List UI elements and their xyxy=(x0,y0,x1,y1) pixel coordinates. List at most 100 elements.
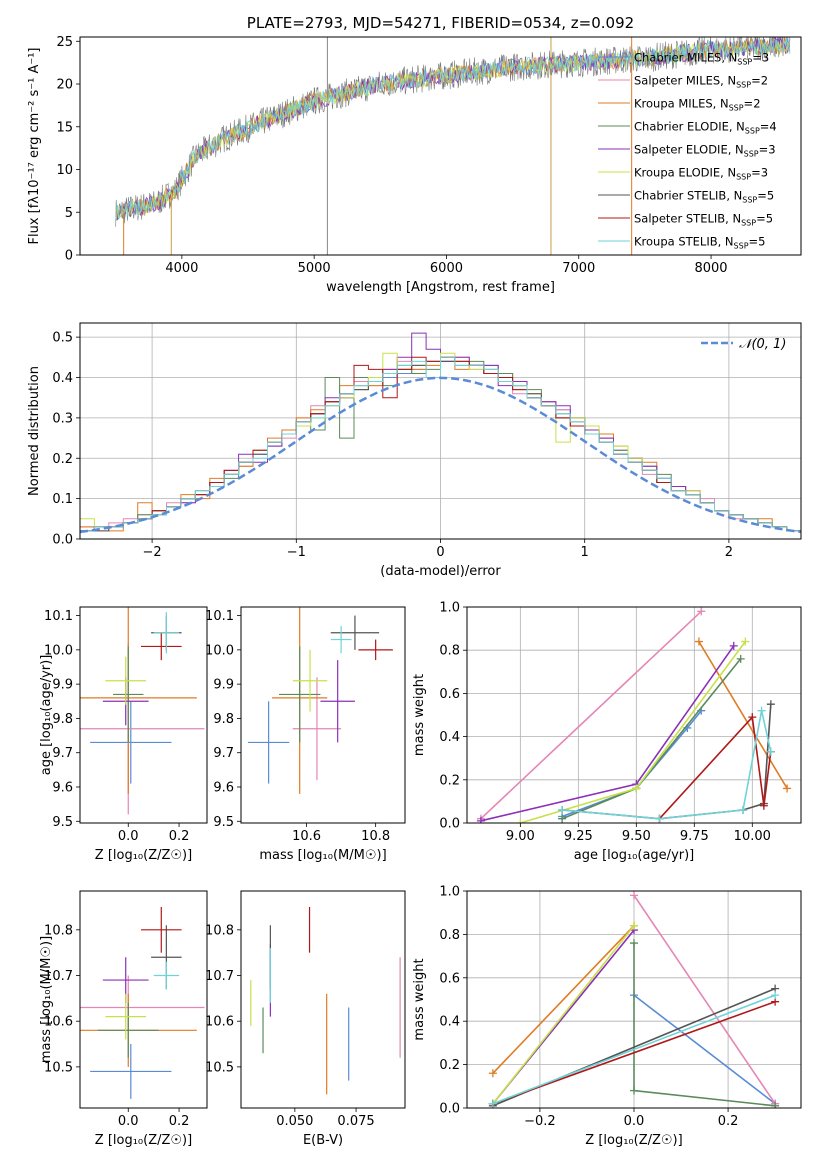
x-axis-label: Z [log₁₀(Z/Z☉)] xyxy=(95,848,192,863)
legend-ssp-subscript: SSP xyxy=(742,196,757,205)
mass-weight-marker xyxy=(476,816,485,823)
panel-0: PLATE=2793, MJD=54271, FIBERID=0534, z=0… xyxy=(27,14,802,295)
panel-3: 10.6 10.8 9.5 9.6 9.7 9.8 9.9 10.0 10.1 mass [log… xyxy=(205,606,406,863)
panel-2: 0.0 0.2 9.5 9.6 9.7 9.8 9.9 10.0 10.1 Z [log₁₀(Z/… xyxy=(39,606,208,863)
x-tick-label: 1 xyxy=(581,545,589,560)
y-tick-label: 0.2 xyxy=(439,773,460,788)
x-tick-label: −1 xyxy=(287,545,306,560)
plot-area xyxy=(80,332,801,539)
x-tick-label: 5000 xyxy=(298,261,331,276)
y-tick-label: 20 xyxy=(56,78,73,93)
mass-weight-line xyxy=(562,710,772,820)
mass-weight-marker xyxy=(748,713,757,722)
axes-frame xyxy=(240,606,406,824)
plot-area xyxy=(488,891,780,1108)
mass-weight-marker xyxy=(741,637,750,646)
x-axis-label: Z [log₁₀(Z/Z☉)] xyxy=(95,1133,192,1148)
plot-area xyxy=(115,37,791,255)
y-tick-label: 0.4 xyxy=(439,730,460,745)
legend-n-label: , N xyxy=(726,189,742,203)
y-tick-label: 10.8 xyxy=(44,923,73,938)
mass-weight-line xyxy=(633,994,776,1105)
legend-entry: 𝒩(0, 1) xyxy=(739,337,786,352)
legend-nssp-value: 3 xyxy=(761,166,768,180)
y-tick-label: 25 xyxy=(56,35,73,50)
y-tick-label: 0.8 xyxy=(439,644,460,659)
panel-1: −2 −1 0 1 2 0.0 0.1 0.2 0.3 0.4 0.5 (data-model)/er… xyxy=(27,322,802,579)
y-tick-label: 9.7 xyxy=(213,746,234,761)
x-axis-label: wavelength [Angstrom, rest frame] xyxy=(326,280,555,295)
legend-nssp-value: 5 xyxy=(758,235,765,249)
mass-weight-line xyxy=(633,894,776,1105)
x-tick-label: 8000 xyxy=(694,261,727,276)
x-axis-label: E(B-V) xyxy=(303,1133,343,1148)
legend-model-name: Salpeter STELIB xyxy=(634,212,725,226)
mass-weight-marker xyxy=(759,801,768,810)
x-tick-label: 9.75 xyxy=(680,829,709,844)
legend-entry: Chabrier ELODIE, NSSP=4 xyxy=(634,120,777,136)
x-tick-label: 7000 xyxy=(562,261,595,276)
legend-ssp-subscript: SSP xyxy=(729,104,744,113)
y-tick-label: 10.7 xyxy=(44,969,73,984)
mass-weight-marker xyxy=(558,814,567,823)
y-tick-label: 0.8 xyxy=(439,928,460,943)
legend-ssp-subscript: SSP xyxy=(745,127,760,136)
y-tick-label: 0.0 xyxy=(439,817,460,832)
mass-weight-marker xyxy=(630,891,638,900)
x-tick-label: 10.6 xyxy=(292,829,321,844)
axes-frame xyxy=(79,606,208,824)
mass-weight-line xyxy=(492,925,635,1105)
legend-nssp-value: 2 xyxy=(753,97,760,111)
axes-frame xyxy=(240,890,406,1109)
legend-ssp-subscript: SSP xyxy=(736,81,751,90)
x-tick-label: 0.2 xyxy=(718,1114,739,1129)
x-tick-label: 4000 xyxy=(165,261,198,276)
model-fit-line xyxy=(115,38,791,221)
mass-weight-marker xyxy=(783,784,792,793)
axes-frame xyxy=(79,890,208,1109)
chart-title: PLATE=2793, MJD=54271, FIBERID=0534, z=0… xyxy=(247,14,634,32)
legend-entry: Kroupa STELIB, NSSP=5 xyxy=(634,235,766,251)
x-tick-label: 0.0 xyxy=(624,1114,645,1129)
y-tick-label: 9.6 xyxy=(213,781,234,796)
legend-nssp-value: 3 xyxy=(768,143,775,157)
y-tick-label: 10.6 xyxy=(205,1015,234,1030)
legend-n-label: , N xyxy=(728,143,744,157)
y-tick-label: 9.5 xyxy=(213,815,234,830)
mass-weight-marker xyxy=(766,700,775,709)
x-axis-label: mass [log₁₀(M/M☉)] xyxy=(259,848,386,863)
x-tick-label: 10.00 xyxy=(734,829,771,844)
y-tick-label: 9.6 xyxy=(52,781,73,796)
mass-weight-line xyxy=(492,994,776,1105)
legend-nssp-value: 4 xyxy=(769,120,776,134)
axes-frame xyxy=(79,36,802,256)
mass-weight-marker xyxy=(729,641,738,650)
legend-equals: = xyxy=(759,143,769,157)
x-tick-label: 0.050 xyxy=(276,1114,313,1129)
plot-area xyxy=(476,607,792,823)
y-tick-label: 0.2 xyxy=(52,452,73,467)
panel-5: 0.0 0.2 10.5 10.6 10.7 10.8 Z [log₁₀(Z/Z☉)] mas… xyxy=(39,890,208,1148)
legend-entry: Chabrier MILES, NSSP=3 xyxy=(634,51,769,67)
legend-equals: = xyxy=(751,166,761,180)
y-tick-label: 0.0 xyxy=(52,533,73,548)
legend-model-name: Chabrier MILES xyxy=(634,51,721,65)
normal-distribution-curve xyxy=(80,376,801,534)
x-tick-label: 9.25 xyxy=(564,829,593,844)
mass-weight-line xyxy=(633,943,776,1107)
y-tick-label: 9.5 xyxy=(52,815,73,830)
legend-model-name: Salpeter ELODIE xyxy=(634,143,728,157)
y-tick-label: 9.7 xyxy=(52,746,73,761)
x-tick-label: 0.2 xyxy=(169,1114,190,1129)
legend-nssp-value: 2 xyxy=(761,74,768,88)
y-tick-label: 10.6 xyxy=(44,1015,73,1030)
y-tick-label: 10.7 xyxy=(205,969,234,984)
y-tick-label: 9.9 xyxy=(213,678,234,693)
y-tick-label: 15 xyxy=(56,120,73,135)
y-tick-label: 1.0 xyxy=(439,601,460,616)
legend-equals: = xyxy=(744,97,754,111)
mass-weight-marker xyxy=(630,1086,638,1095)
y-tick-label: 10.5 xyxy=(205,1060,234,1075)
mass-weight-marker xyxy=(632,784,641,793)
legend-entry: Chabrier STELIB, NSSP=5 xyxy=(634,189,774,205)
